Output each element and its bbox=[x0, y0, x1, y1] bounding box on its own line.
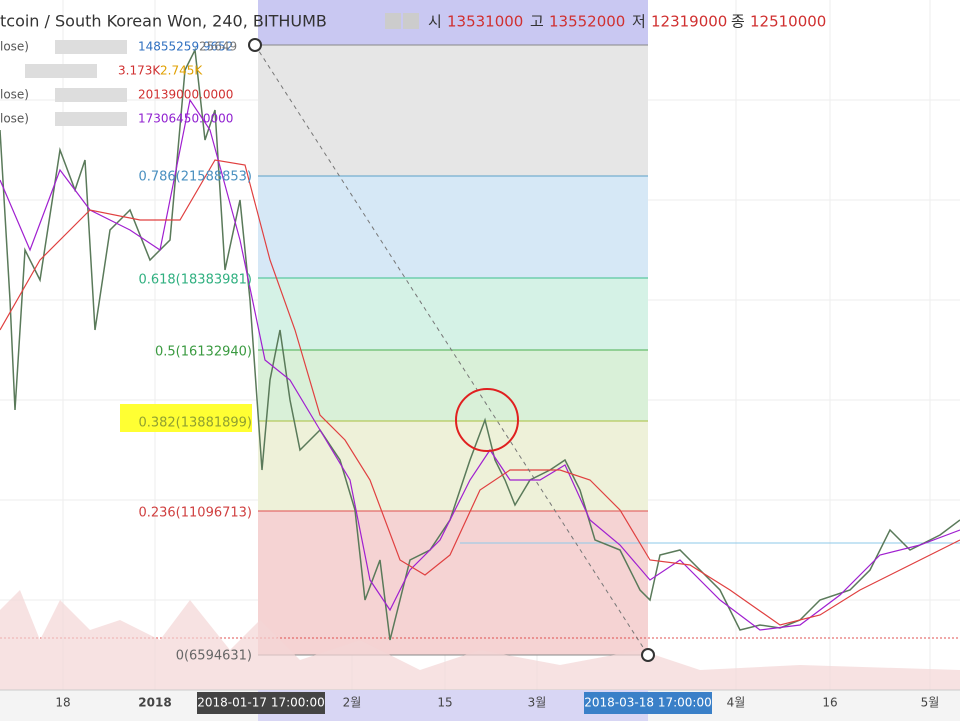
indicator-value: 2.745K bbox=[160, 64, 203, 78]
fib-label: 0.236(11096713) bbox=[138, 506, 252, 521]
highlight bbox=[120, 404, 252, 432]
x-tick-label: 4월 bbox=[727, 696, 746, 710]
ohlc-label: 시 bbox=[428, 13, 442, 31]
x-tick-label: 5월 bbox=[921, 696, 940, 710]
fib-bands bbox=[258, 0, 648, 656]
toolbar-icons[interactable] bbox=[385, 13, 419, 29]
volume bbox=[0, 590, 960, 690]
indicator-value: 3.173K bbox=[118, 64, 161, 78]
x-tick-label: 2018 bbox=[138, 696, 171, 710]
selected-date: 2018-03-18 17:00:00 bbox=[584, 696, 711, 710]
indicator-name: lose) bbox=[0, 40, 29, 54]
indicator-value: 20139000.0000 bbox=[138, 88, 233, 102]
indicator-name: lose) bbox=[0, 112, 29, 126]
trend-line bbox=[254, 44, 649, 656]
ma-fast bbox=[0, 98, 960, 631]
x-tick-label: 18 bbox=[55, 696, 70, 710]
ohlc-value: 12510000 bbox=[750, 13, 826, 31]
x-tick-label: 16 bbox=[822, 696, 837, 710]
chart-title: tcoin / South Korean Won, 240, BITHUMB bbox=[0, 12, 327, 31]
indicator-value: 14855259.9652 bbox=[138, 40, 233, 54]
ma-slow bbox=[0, 159, 960, 626]
handle[interactable] bbox=[641, 648, 655, 662]
fib-label: 0(6594631) bbox=[176, 649, 252, 664]
ohlc-label: 종 bbox=[731, 13, 745, 31]
ohlc-value: 12319000 bbox=[651, 13, 727, 31]
handle[interactable] bbox=[248, 38, 262, 52]
ohlc-label: 저 bbox=[632, 13, 646, 31]
selected-date: 2018-01-17 17:00:00 bbox=[197, 696, 324, 710]
fib-label: 0.5(16132940) bbox=[155, 345, 252, 360]
price bbox=[0, 47, 960, 641]
x-tick-label: 15 bbox=[437, 696, 452, 710]
fib-label: 0.786(21588853) bbox=[138, 170, 252, 185]
x-tick-label: 2월 bbox=[343, 696, 362, 710]
annotation-circle bbox=[455, 388, 519, 452]
selected-date-box bbox=[584, 692, 712, 714]
ohlc-label: 고 bbox=[530, 13, 544, 31]
selected-date-box bbox=[197, 692, 325, 714]
indicator-name: lose) bbox=[0, 88, 29, 102]
fib-top-label: 25649 bbox=[199, 40, 237, 54]
fib-label: 0.618(18383981) bbox=[138, 273, 252, 288]
indicator-icons[interactable] bbox=[25, 40, 127, 126]
fib-label: 0.382(13881899) bbox=[138, 416, 252, 431]
indicator-value: 17306450.0000 bbox=[138, 112, 233, 126]
x-tick-label: 3월 bbox=[528, 696, 547, 710]
ohlc-value: 13552000 bbox=[549, 13, 625, 31]
ohlc-value: 13531000 bbox=[447, 13, 523, 31]
